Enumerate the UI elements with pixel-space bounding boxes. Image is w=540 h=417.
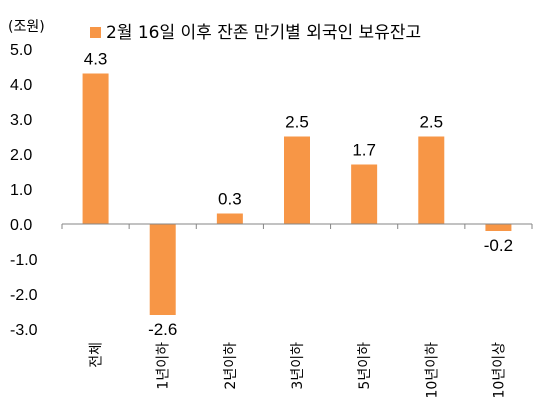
y-tick-label: 3.0	[10, 112, 32, 129]
bar	[216, 213, 243, 224]
data-label: 2.5	[285, 113, 309, 132]
data-label: -0.2	[484, 236, 513, 255]
category-label: 2년이하	[223, 342, 239, 390]
legend-swatch	[90, 27, 101, 38]
data-labels: 4.3 -2.6 0.3 2.5 1.7 2.5 -0.2	[84, 50, 513, 340]
data-label: 1.7	[352, 141, 376, 160]
data-label: 0.3	[218, 190, 242, 209]
category-label: 10년이상	[491, 342, 507, 399]
data-label: -2.6	[148, 320, 177, 339]
legend-entry: 2월 16일 이후 잔존 만기별 외국인 보유잔고	[106, 23, 421, 43]
category-labels: 전체 1년이하 2년이하 3년이하 5년이하 10년이하 10년이상	[89, 342, 508, 399]
x-axis-ticks	[61, 224, 533, 229]
y-axis: 5.0 4.0 3.0 2.0 1.0 0.0 -1.0 -2.0 -3.0	[10, 42, 38, 339]
y-tick-label: 2.0	[10, 147, 32, 164]
data-label: 4.3	[84, 50, 108, 69]
bar	[485, 224, 512, 231]
y-tick-label: 4.0	[10, 77, 32, 94]
category-label: 3년이하	[290, 342, 306, 390]
category-label: 전체	[89, 342, 105, 368]
category-label: 5년이하	[357, 342, 373, 390]
category-label: 10년이하	[424, 342, 440, 399]
bars	[82, 73, 512, 315]
y-tick-label: -3.0	[10, 322, 38, 339]
bar	[351, 164, 378, 224]
y-tick-label: -1.0	[10, 252, 38, 269]
category-label: 1년이하	[156, 342, 172, 390]
y-tick-label: -2.0	[10, 287, 38, 304]
bar	[82, 73, 109, 224]
data-label: 2.5	[419, 113, 443, 132]
bar	[149, 224, 176, 315]
y-tick-label: 0.0	[10, 217, 32, 234]
y-axis-unit: (조원)	[8, 19, 45, 35]
y-tick-label: 1.0	[10, 182, 32, 199]
bar	[418, 136, 445, 224]
y-tick-label: 5.0	[10, 42, 32, 59]
bar	[284, 136, 310, 224]
